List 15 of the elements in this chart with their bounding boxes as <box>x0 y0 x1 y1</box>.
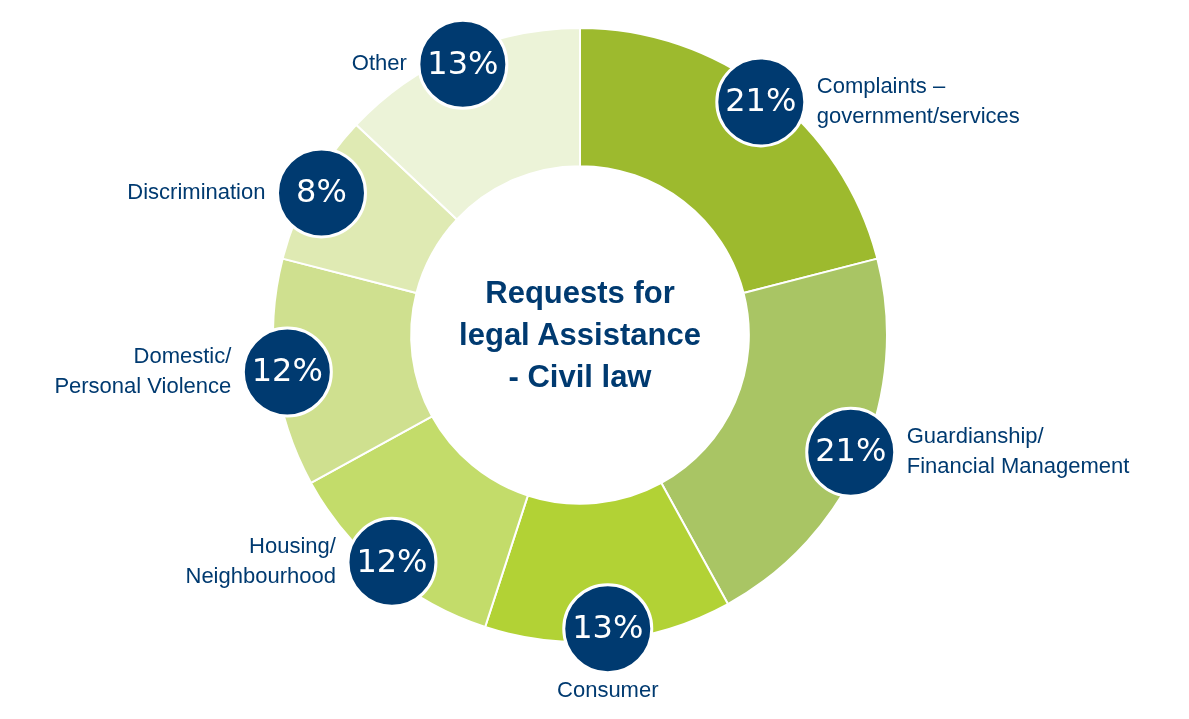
data-label: 21% <box>815 431 887 470</box>
data-label: 13% <box>427 43 499 82</box>
data-label: 13% <box>572 608 644 646</box>
slice-label: Housing/ Neighbourhood <box>185 533 337 589</box>
text: Requests for legal Assistance - Civil law <box>458 274 702 396</box>
slice-label: Discrimination <box>127 178 266 204</box>
slice-label: Domestic/ Personal Violence <box>54 343 233 399</box>
data-label: 21% <box>725 81 797 120</box>
slice-label: Consumer <box>557 676 659 702</box>
slice-label: Guardianship/ Financial Management <box>906 423 1130 479</box>
data-label: 12% <box>356 541 428 580</box>
data-label: 8% <box>296 172 347 211</box>
data-label: 12% <box>251 351 323 390</box>
slice-label: Other <box>351 50 407 76</box>
slice-label: Complaints – government/services <box>816 72 1020 128</box>
